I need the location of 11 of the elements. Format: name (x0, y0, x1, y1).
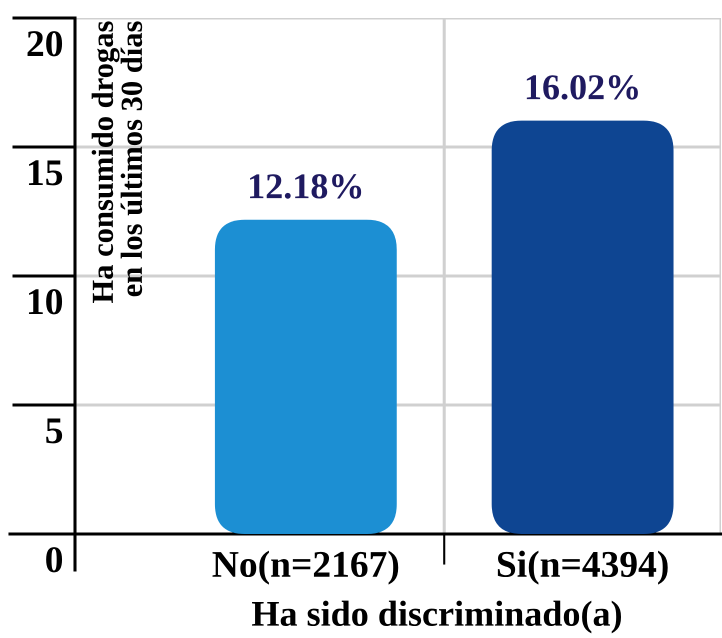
x-tick-label: Si(n=4394) (498, 550, 668, 585)
data-label: 12.18% (250, 174, 362, 199)
y-tick-label: 10 (28, 289, 62, 314)
y-tick-label: 15 (28, 160, 62, 186)
y-tick-label: 0 (46, 547, 62, 572)
y-axis-title: Ha consumido drogas en los últimos 30 días (92, 21, 142, 304)
y-tick-label: 20 (28, 31, 62, 56)
y-tick-label: 5 (46, 418, 62, 444)
data-label: 16.02% (526, 75, 638, 100)
x-axis-title: Ha sido discriminado(a) (252, 600, 622, 634)
x-tick-label: No(n=2167) (212, 550, 398, 585)
